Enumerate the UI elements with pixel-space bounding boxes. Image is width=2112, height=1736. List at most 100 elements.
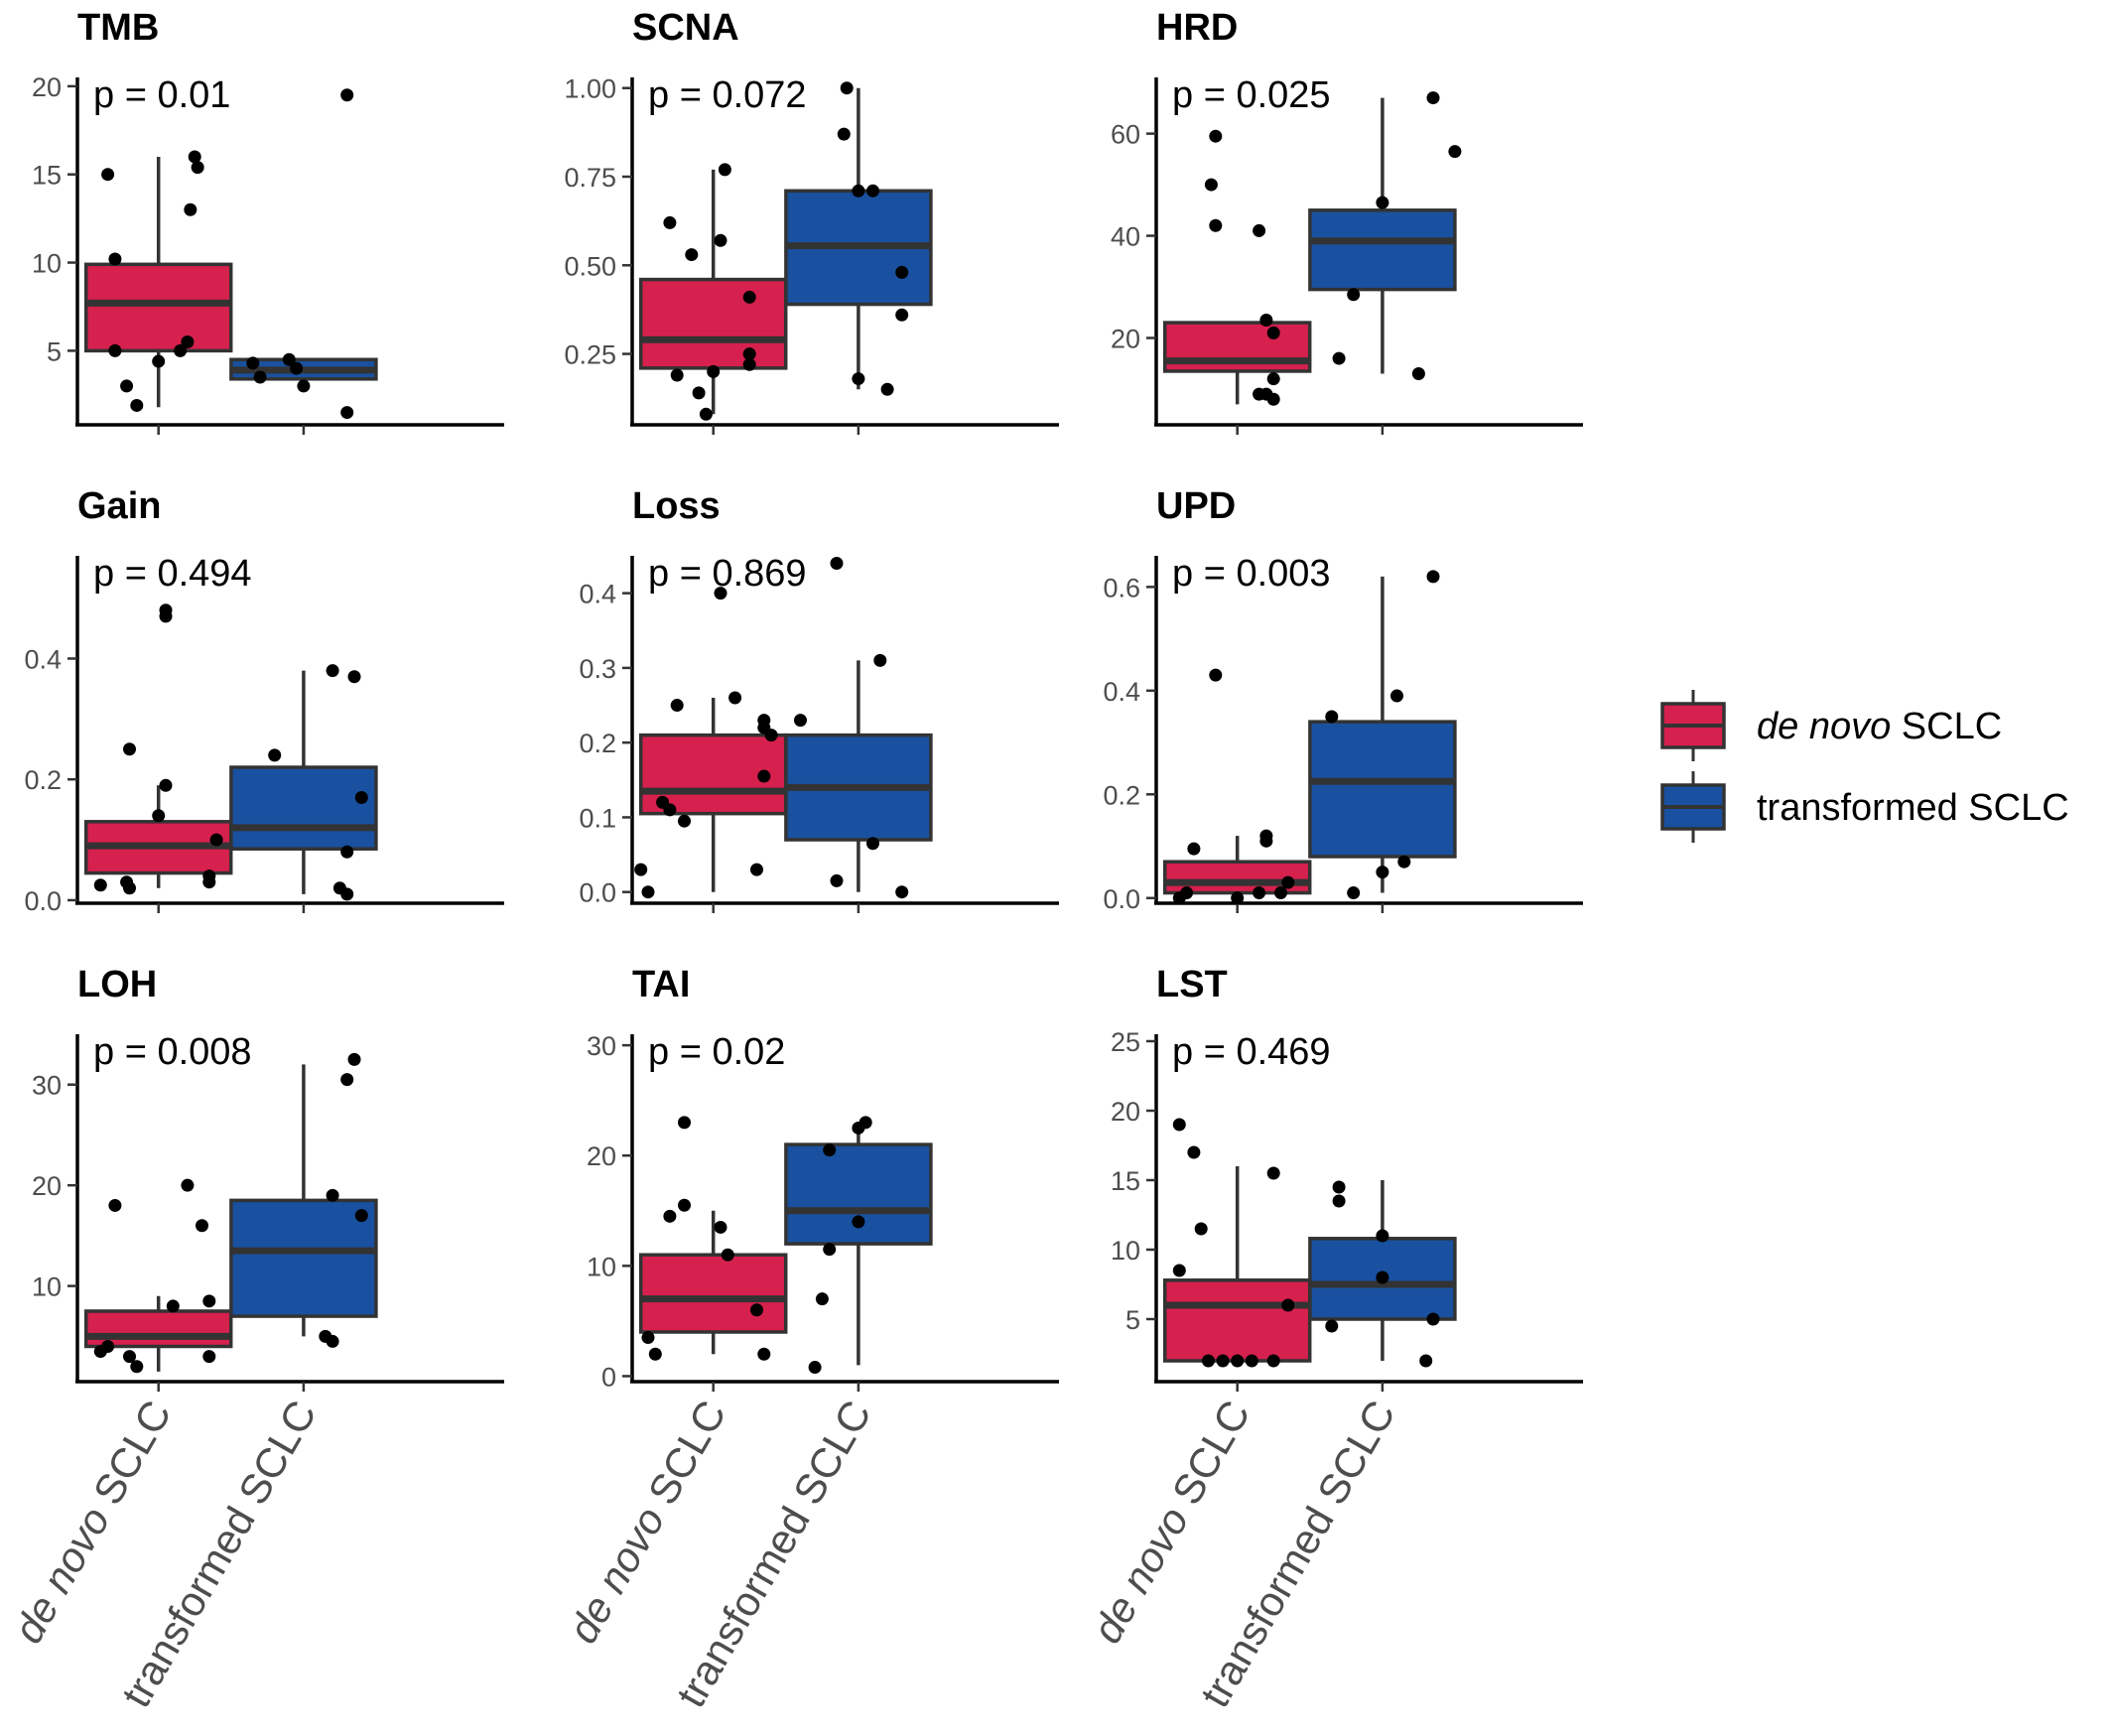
y-tick-label: 0.25 xyxy=(564,340,616,370)
data-point xyxy=(852,184,865,198)
data-point xyxy=(174,343,188,357)
data-point xyxy=(678,1116,691,1130)
data-point xyxy=(721,1248,734,1262)
data-point xyxy=(685,248,699,262)
data-point xyxy=(1281,875,1295,889)
y-tick-label: 10 xyxy=(587,1252,616,1281)
data-point xyxy=(1397,855,1411,868)
data-point xyxy=(188,150,201,164)
data-point xyxy=(895,308,909,322)
data-point xyxy=(166,1299,180,1313)
data-point xyxy=(830,557,844,571)
panel-title: LST xyxy=(1156,964,1228,1005)
data-point xyxy=(108,343,122,357)
box xyxy=(229,765,378,851)
data-point xyxy=(1347,886,1361,900)
data-point xyxy=(750,1303,763,1317)
data-point xyxy=(1426,570,1440,584)
data-point xyxy=(757,769,771,783)
data-point xyxy=(757,1347,771,1361)
y-tick-label: 30 xyxy=(32,1071,62,1101)
data-point xyxy=(1347,288,1361,302)
box xyxy=(1308,720,1457,859)
data-point xyxy=(764,729,778,742)
y-tick-label: 1.00 xyxy=(564,74,616,104)
data-point xyxy=(202,1294,216,1308)
panel-title: SCNA xyxy=(632,7,739,49)
p-value: p = 0.072 xyxy=(648,74,807,116)
data-point xyxy=(191,161,204,175)
data-point xyxy=(634,863,648,876)
data-point xyxy=(202,869,216,883)
data-point xyxy=(866,184,879,198)
data-point xyxy=(714,1220,727,1234)
y-tick-label: 15 xyxy=(1111,1166,1140,1196)
y-tick-label: 0.50 xyxy=(564,251,616,281)
data-point xyxy=(1376,196,1389,209)
data-point xyxy=(1419,1354,1433,1368)
y-tick-label: 10 xyxy=(1111,1236,1140,1266)
data-point xyxy=(202,1350,216,1364)
panel-scna: SCNA 0.25 0.50 0.75 1.00 p = 0.072 xyxy=(564,7,1059,435)
data-point xyxy=(130,398,144,412)
data-point xyxy=(641,885,655,899)
x-category-label: de novo SCLC xyxy=(4,1393,180,1651)
data-point xyxy=(1376,1270,1389,1284)
panel-gain: Gain 0.0 0.2 0.4 p = 0.494 xyxy=(24,485,504,916)
data-point xyxy=(823,1243,837,1257)
panel-title: LOH xyxy=(77,964,157,1005)
legend-item: de novo SCLC xyxy=(1660,690,2002,761)
y-tick-label: 20 xyxy=(1111,1097,1140,1127)
data-point xyxy=(1266,392,1280,406)
data-point xyxy=(1274,886,1287,900)
p-value: p = 0.008 xyxy=(93,1031,252,1073)
panel-loss: Loss 0.0 0.1 0.2 0.3 0.4 p = 0.869 xyxy=(579,485,1059,913)
data-point xyxy=(1209,668,1223,682)
data-point xyxy=(101,168,115,182)
panel-hrd: HRD 20 40 60 p = 0.025 xyxy=(1111,7,1583,435)
data-point xyxy=(1325,710,1339,724)
y-tick-label: 25 xyxy=(1111,1027,1140,1057)
data-point xyxy=(852,372,865,386)
y-tick-label: 0.4 xyxy=(1103,677,1140,707)
p-value: p = 0.02 xyxy=(648,1031,785,1073)
data-point xyxy=(1231,891,1245,905)
data-point xyxy=(297,379,311,393)
data-point xyxy=(159,609,173,623)
data-point xyxy=(1266,1354,1280,1368)
data-point xyxy=(1187,842,1201,856)
data-point xyxy=(707,364,721,378)
data-point xyxy=(670,368,684,382)
data-point xyxy=(1390,689,1403,703)
legend: de novo SCLC transformed SCLC xyxy=(1660,690,2069,843)
data-point xyxy=(837,127,851,141)
data-point xyxy=(1204,178,1218,192)
panel-title: HRD xyxy=(1156,7,1238,49)
data-point xyxy=(1259,313,1273,327)
y-tick-label: 0.0 xyxy=(1103,884,1140,914)
box xyxy=(638,277,788,370)
data-point xyxy=(1172,1264,1186,1277)
data-point xyxy=(1194,1222,1208,1236)
data-point xyxy=(326,1188,339,1202)
panel-upd: UPD 0.0 0.2 0.4 0.6 p = 0.003 xyxy=(1103,485,1583,914)
data-point xyxy=(742,357,756,371)
panel-title: TMB xyxy=(77,7,159,49)
data-point xyxy=(663,1209,677,1223)
data-point xyxy=(1266,326,1280,339)
data-point xyxy=(152,809,166,823)
data-point xyxy=(340,88,354,102)
data-point xyxy=(1172,1118,1186,1132)
y-tick-label: 0.0 xyxy=(24,886,62,916)
data-point xyxy=(1448,145,1462,159)
data-point xyxy=(326,1334,339,1348)
y-tick-label: 5 xyxy=(1125,1305,1140,1335)
box xyxy=(229,1198,378,1318)
data-point xyxy=(648,1347,662,1361)
box xyxy=(1308,208,1457,292)
data-point xyxy=(1376,1229,1389,1243)
data-point xyxy=(1180,886,1194,900)
